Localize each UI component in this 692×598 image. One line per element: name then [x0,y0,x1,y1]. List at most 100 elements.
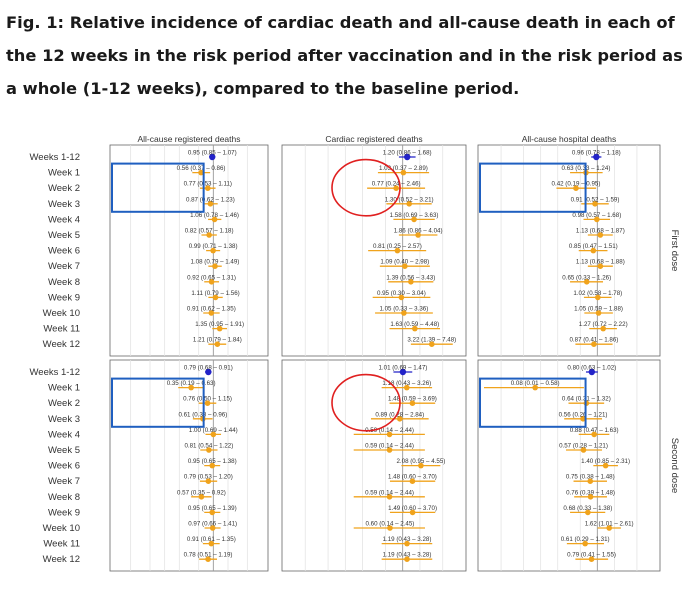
estimate-label: 0.95 (0.30 – 3.04) [377,290,426,297]
point-estimate [393,185,399,191]
estimate-label: 0.65 (0.33 – 1.26) [562,274,611,281]
row-label: Week 4 [48,214,80,225]
point-estimate [602,462,609,469]
point-estimate [587,494,594,500]
estimate-label: 1.21 (0.79 – 1.84) [193,337,242,344]
estimate-label: 0.59 (0.14 – 2.44) [365,427,414,434]
row-label: Week 7 [48,261,80,272]
estimate-label: 0.88 (0.47 – 1.63) [570,427,619,434]
estimate-label: 1.09 (0.40 – 2.98) [380,259,429,266]
point-estimate [386,431,393,438]
row-label: Week 9 [48,507,80,518]
point-estimate [428,341,435,348]
estimate-label: 1.58 (0.69 – 3.63) [390,212,439,219]
estimate-label: 0.92 (0.65 – 1.31) [187,274,236,281]
point-estimate [387,525,393,531]
point-estimate [188,384,194,391]
estimate-label: 1.86 (0.86 – 4.04) [394,228,443,235]
point-estimate [408,279,414,285]
row-label: Week 12 [43,339,80,350]
estimate-label: 1.48 (0.59 – 3.69) [388,396,437,403]
point-estimate [208,540,215,547]
point-estimate [588,556,595,562]
estimate-label: 1.20 (0.86 – 1.68) [383,150,432,157]
point-estimate [418,462,424,469]
estimate-label: 0.68 (0.33 – 1.38) [563,505,612,512]
estimate-label: 0.96 (0.78 – 1.18) [572,150,621,157]
highlight-box [479,377,587,428]
point-estimate [592,201,598,207]
point-estimate [400,169,407,176]
estimate-label: 0.42 (0.19 – 0.95) [552,181,601,188]
estimate-label: 0.91 (0.62 – 1.35) [187,306,236,313]
point-estimate [412,325,418,332]
point-estimate [205,478,212,485]
row-label: Week 10 [43,523,80,534]
highlight-box [111,162,205,213]
point-estimate [398,294,405,301]
point-estimate [583,279,590,285]
estimate-label: 1.08 (0.79 – 1.49) [191,259,240,266]
row-label: Weeks 1-12 [29,152,80,163]
estimate-label: 0.82 (0.57 – 1.18) [185,228,234,235]
estimate-label: 0.76 (0.39 – 1.48) [566,489,615,496]
row-label: Week 3 [48,414,80,425]
point-estimate [209,525,216,531]
column-header: All-cause hospital deaths [522,134,617,144]
estimate-label: 0.61 (0.29 – 1.31) [561,536,610,543]
point-estimate [399,368,407,376]
row-label: Week 5 [48,230,80,241]
point-estimate [209,462,216,469]
point-estimate [573,185,579,191]
dose-label: Second dose [669,438,680,493]
point-estimate [404,556,410,562]
point-estimate [209,153,216,161]
estimate-label: 0.77 (0.53 – 1.11) [184,181,232,188]
row-label: Week 11 [43,539,80,550]
estimate-label: 1.35 (0.95 – 1.91) [195,321,244,328]
estimate-label: 0.78 (0.51 – 1.19) [184,552,233,559]
point-estimate [585,509,591,516]
estimate-label: 1.48 (0.60 – 3.70) [388,474,437,481]
estimate-label: 0.60 (0.14 – 2.45) [366,521,415,528]
estimate-label: 0.85 (0.47 – 1.51) [569,243,618,250]
point-estimate [205,185,211,191]
point-estimate [588,368,596,376]
point-estimate [209,509,216,516]
dose-label: First dose [669,230,680,272]
estimate-label: 0.87 (0.62 – 1.23) [186,196,235,203]
point-estimate [401,310,407,316]
row-label: Week 2 [48,183,80,194]
highlight-circle [331,373,401,432]
row-label: Week 8 [48,492,80,503]
point-estimate [532,384,538,391]
point-estimate [409,478,416,485]
estimate-label: 1.06 (0.78 – 1.46) [190,212,239,219]
point-estimate [402,263,408,270]
estimate-label: 2.08 (0.95 – 4.55) [396,458,445,465]
estimate-label: 0.79 (0.41 – 1.55) [567,552,616,559]
estimate-label: 1.00 (0.69 – 1.44) [189,427,238,434]
point-estimate [580,416,586,422]
point-estimate [404,540,410,547]
estimate-label: 0.08 (0.01 – 0.58) [511,380,560,387]
estimate-label: 0.91 (0.61 – 1.35) [187,536,236,543]
estimate-label: 1.40 (0.85 – 2.31) [581,458,630,465]
highlight-box [479,162,587,213]
estimate-label: 1.05 (0.59 – 1.88) [574,306,623,313]
point-estimate [208,310,215,316]
point-estimate [406,201,412,207]
estimate-label: 1.19 (0.43 – 3.28) [383,536,432,543]
point-estimate [404,153,411,161]
point-estimate [580,447,587,453]
estimate-label: 0.57 (0.28 – 1.21) [559,443,608,450]
point-estimate [210,431,217,438]
estimate-label: 1.13 (0.68 – 1.88) [576,259,625,266]
estimate-label: 1.11 (0.79 – 1.56) [191,290,239,297]
estimate-label: 0.98 (0.57 – 1.68) [572,212,621,219]
estimate-label: 1.27 (0.72 – 2.22) [579,321,628,328]
row-label: Weeks 1-12 [29,367,80,378]
estimate-label: 0.97 (0.66 – 1.41) [188,521,237,528]
point-estimate [409,400,416,407]
